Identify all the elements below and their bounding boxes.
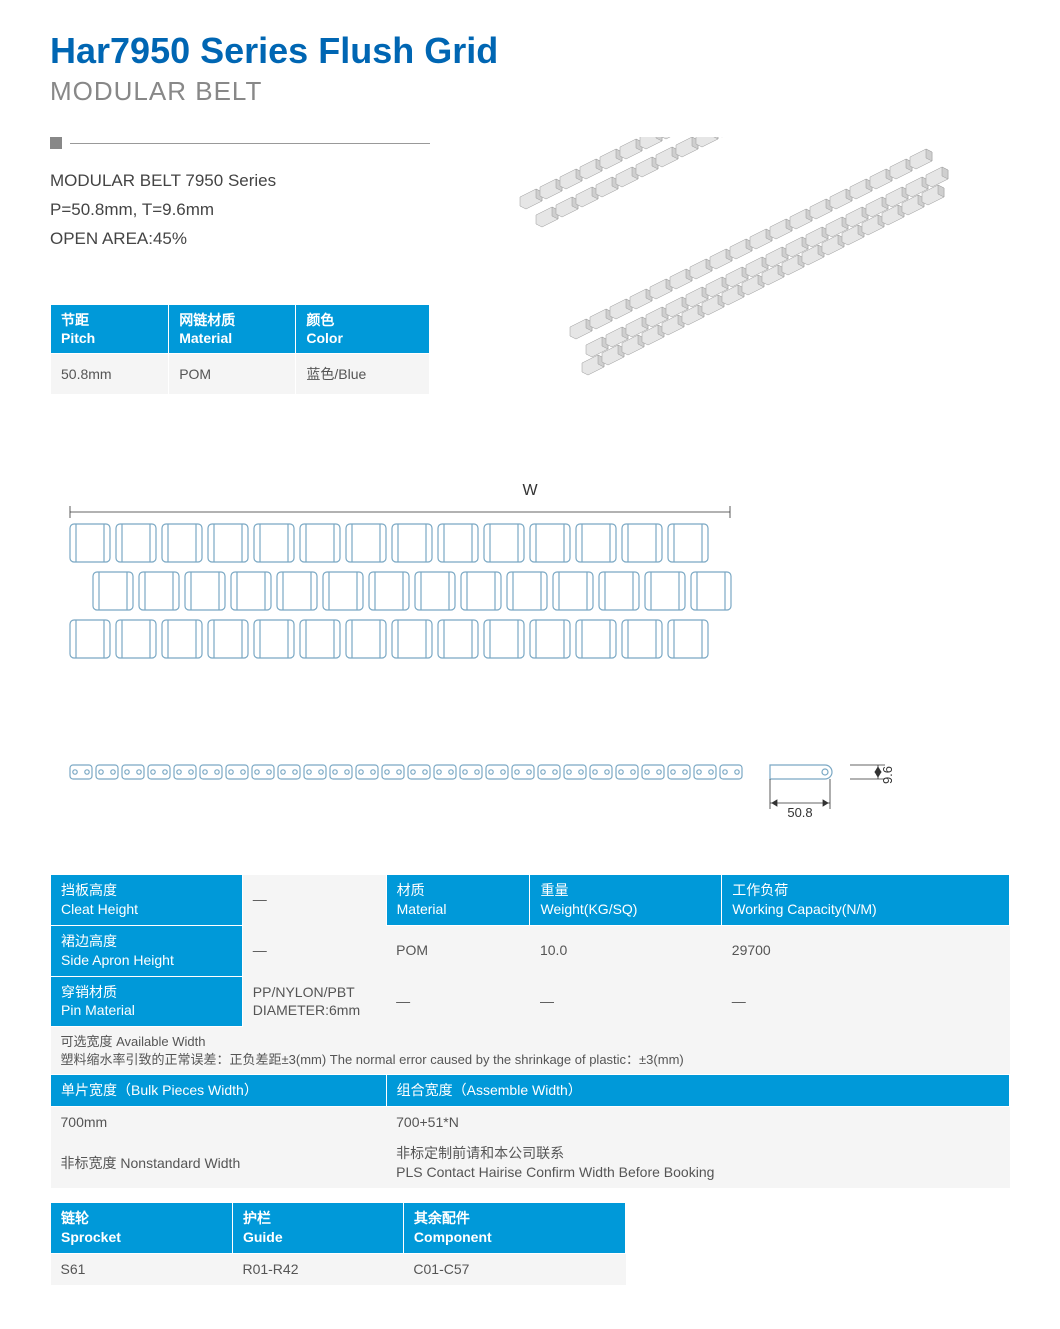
val-cleat-height: — <box>242 875 386 926</box>
val-sprocket: S61 <box>51 1253 233 1284</box>
nonstandard-width-value: 非标定制前请和本公司联系 PLS Contact Hairise Confirm… <box>386 1138 1009 1188</box>
col-material: 网链材质Material <box>169 304 296 353</box>
hdr-weight: 重量Weight(KG/SQ) <box>530 875 722 926</box>
section-divider <box>50 137 430 149</box>
hdr-material2: 材质Material <box>386 875 530 926</box>
dim-thickness-label: 9.6 <box>880 766 895 784</box>
technical-drawing-side: 50.8 9.6 <box>50 759 1010 824</box>
hdr-bulk-width: 单片宽度（Bulk Pieces Width） <box>51 1075 387 1107</box>
hdr-component: 其余配件Component <box>403 1203 625 1254</box>
spec-line-2: P=50.8mm, T=9.6mm <box>50 196 430 225</box>
page-subtitle: MODULAR BELT <box>50 76 1010 107</box>
cell-pitch: 50.8mm <box>51 354 169 395</box>
val-assemble-width: 700+51*N <box>386 1107 1009 1138</box>
table-header-row: 节距Pitch 网链材质Material 颜色Color <box>51 304 430 353</box>
val-material2: POM <box>386 925 530 976</box>
hdr-assemble-width: 组合宽度（Assemble Width） <box>386 1075 1009 1107</box>
cell-material: POM <box>169 354 296 395</box>
width-label: W <box>50 482 1010 500</box>
hdr-cleat-height: 挡板高度Cleat Height <box>51 875 243 926</box>
spec-line-1: MODULAR BELT 7950 Series <box>50 167 430 196</box>
available-width-note: 可选宽度 Available Width 塑料缩水率引致的正常误差：正负差距±3… <box>51 1027 1010 1075</box>
cell-color: 蓝色/Blue <box>296 354 430 395</box>
val-material2b: — <box>386 976 530 1027</box>
val-component: C01-C57 <box>403 1253 625 1284</box>
val-bulk-width: 700mm <box>51 1107 387 1138</box>
val-weight: 10.0 <box>530 925 722 976</box>
col-color: 颜色Color <box>296 304 430 353</box>
spec-table-basic: 节距Pitch 网链材质Material 颜色Color 50.8mm POM … <box>50 304 430 395</box>
properties-table: 挡板高度Cleat Height — 材质Material 重量Weight(K… <box>50 874 1010 1188</box>
square-marker-icon <box>50 137 62 149</box>
val-side-apron: — <box>242 925 386 976</box>
top-view-svg <box>50 504 950 704</box>
isometric-belt-illustration <box>460 137 960 417</box>
spec-line-3: OPEN AREA:45% <box>50 225 430 254</box>
nonstandard-width-label: 非标宽度 Nonstandard Width <box>51 1138 387 1188</box>
technical-drawing-top: W <box>50 482 1010 709</box>
side-view-svg: 50.8 9.6 <box>50 759 950 819</box>
val-pin-material: PP/NYLON/PBT DIAMETER:6mm <box>242 976 386 1027</box>
hdr-capacity: 工作负荷Working Capacity(N/M) <box>722 875 1010 926</box>
val-capacity-b: — <box>722 976 1010 1027</box>
dim-pitch-label: 50.8 <box>787 805 812 819</box>
val-weight-b: — <box>530 976 722 1027</box>
hdr-pin-material: 穿销材质Pin Material <box>51 976 243 1027</box>
val-guide: R01-R42 <box>232 1253 403 1284</box>
page-title: Har7950 Series Flush Grid <box>50 30 1010 72</box>
col-pitch: 节距Pitch <box>51 304 169 353</box>
spec-text-block: MODULAR BELT 7950 Series P=50.8mm, T=9.6… <box>50 167 430 254</box>
val-capacity: 29700 <box>722 925 1010 976</box>
hdr-sprocket: 链轮Sprocket <box>51 1203 233 1254</box>
horizontal-rule <box>70 143 430 144</box>
hdr-side-apron: 裙边高度Side Apron Height <box>51 925 243 976</box>
hdr-guide: 护栏Guide <box>232 1203 403 1254</box>
table-row: 50.8mm POM 蓝色/Blue <box>51 354 430 395</box>
components-table: 链轮Sprocket 护栏Guide 其余配件Component S61 R01… <box>50 1202 626 1285</box>
